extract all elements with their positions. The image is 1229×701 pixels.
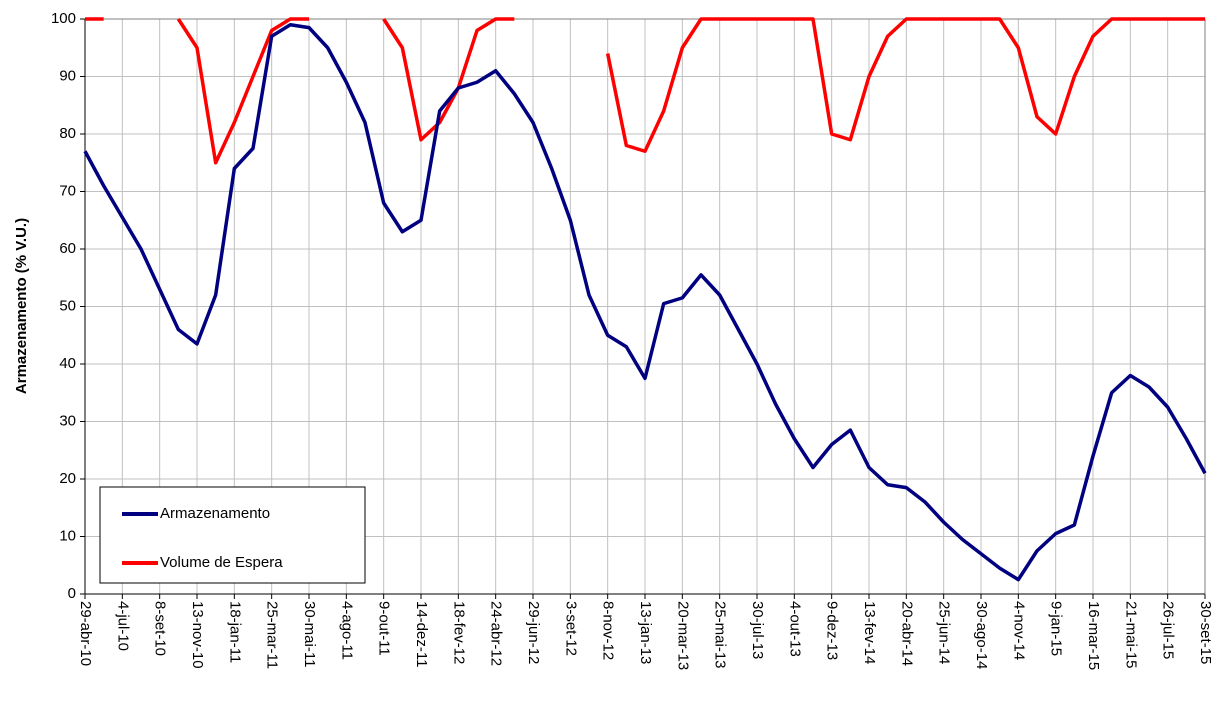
x-tick-label: 25-mai-13	[712, 601, 729, 669]
y-tick-label: 70	[59, 182, 76, 199]
x-tick-label: 8-set-10	[152, 601, 169, 656]
x-tick-label: 8-nov-12	[600, 601, 617, 660]
y-tick-label: 80	[59, 125, 76, 142]
x-tick-label: 9-dez-13	[824, 601, 841, 660]
x-tick-label: 25-jun-14	[936, 601, 953, 664]
legend: Armazenamento Volume de Espera	[99, 486, 366, 584]
y-tick-label: 60	[59, 240, 76, 257]
x-tick-label: 25-mar-11	[264, 601, 281, 669]
legend-label: Volume de Espera	[160, 554, 283, 571]
x-tick-label: 3-set-12	[562, 601, 579, 656]
x-tick-label: 20-mar-13	[674, 601, 691, 670]
x-tick-label: 20-abr-14	[898, 601, 915, 666]
x-tick-label: 30-jul-13	[749, 601, 766, 659]
y-tick-label: 100	[51, 10, 76, 27]
legend-box	[99, 486, 366, 584]
line-series	[382, 17, 515, 142]
x-tick-label: 18-jan-11	[226, 601, 243, 663]
x-tick-label: 30-set-15	[1197, 601, 1214, 664]
line-series	[176, 17, 309, 165]
y-axis-label: Armazenamento (% V.U.)	[13, 218, 30, 394]
x-tick-label: 29-abr-10	[77, 601, 94, 666]
y-tick-label: 0	[68, 585, 76, 602]
x-tick-label: 13-nov-10	[189, 601, 206, 669]
x-tick-label: 4-ago-11	[338, 601, 355, 660]
x-tick-label: 9-jan-15	[1048, 601, 1065, 656]
x-tick-label: 16-mar-15	[1085, 601, 1102, 670]
x-tick-label: 24-abr-12	[488, 601, 505, 666]
x-tick-label: 4-jul-10	[114, 601, 131, 651]
y-tick-label: 20	[59, 470, 76, 487]
x-tick-label: 4-out-13	[786, 601, 803, 657]
y-tick-label: 90	[59, 67, 76, 84]
x-tick-label: 4-nov-14	[1010, 601, 1027, 660]
x-tick-label: 14-dez-11	[413, 601, 430, 667]
y-tick-label: 10	[59, 527, 76, 544]
legend-label: Armazenamento	[160, 505, 270, 522]
x-tick-label: 13-jan-13	[637, 601, 654, 664]
y-tick-label: 40	[59, 355, 76, 372]
y-tick-label: 30	[59, 412, 76, 429]
x-tick-label: 9-out-11	[376, 601, 393, 656]
x-tick-label: 21-mai-15	[1122, 601, 1139, 669]
x-tick-label: 18-fev-12	[450, 601, 467, 664]
x-tick-label: 30-mai-11	[301, 601, 318, 667]
line-series	[83, 23, 1207, 582]
y-tick-label: 50	[59, 297, 76, 314]
x-tick-label: 30-ago-14	[973, 601, 990, 669]
x-tick-label: 13-fev-14	[861, 601, 878, 664]
x-tick-label: 26-jul-15	[1160, 601, 1177, 659]
x-tick-label: 29-jun-12	[525, 601, 542, 664]
line-series	[605, 17, 1205, 153]
